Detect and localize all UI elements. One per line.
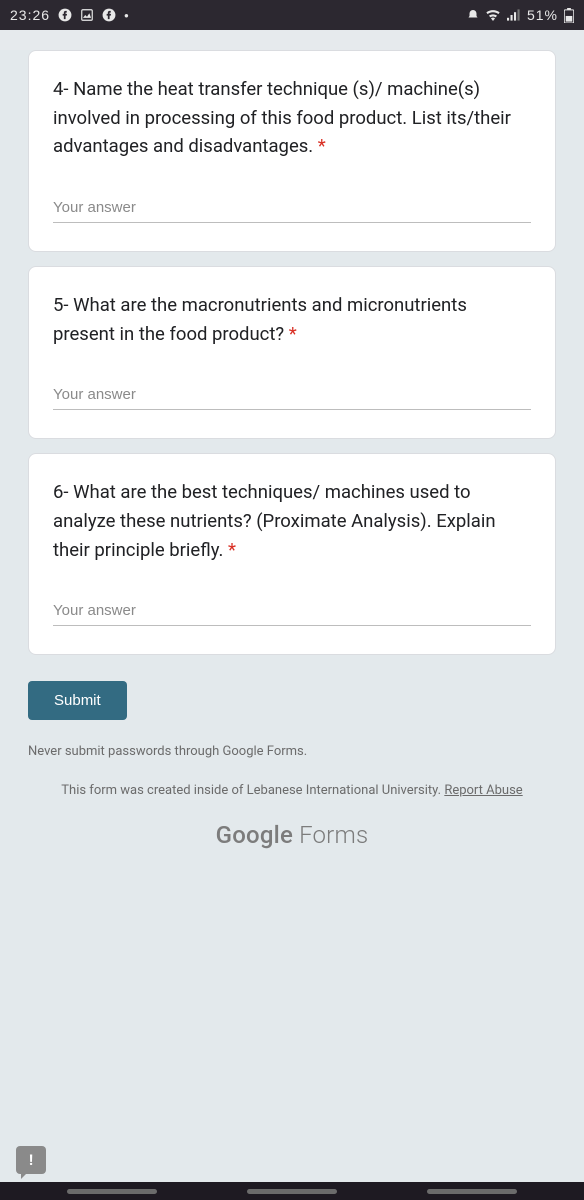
question-card-4: 4- Name the heat transfer technique (s)/… (28, 50, 556, 252)
signal-icon (507, 9, 521, 21)
nav-back[interactable] (427, 1189, 517, 1194)
status-right: 51% (467, 7, 574, 23)
answer-line (53, 195, 531, 223)
brand-google: Google (216, 821, 293, 849)
question-text: 6- What are the best techniques/ machine… (53, 478, 531, 564)
clock-text: 23:26 (10, 7, 50, 23)
facebook-icon (58, 8, 72, 22)
answer-input[interactable] (53, 382, 531, 410)
org-notice: This form was created inside of Lebanese… (28, 781, 556, 801)
required-marker: * (223, 539, 236, 561)
nav-recent[interactable] (67, 1189, 157, 1194)
report-abuse-link[interactable]: Report Abuse (444, 783, 522, 798)
required-marker: * (313, 135, 326, 157)
brand-forms: Forms (293, 821, 368, 849)
submit-button[interactable]: Submit (28, 681, 127, 720)
answer-input[interactable] (53, 195, 531, 223)
exclaim-icon: ! (29, 1151, 33, 1169)
question-label: 5- What are the macronutrients and micro… (53, 294, 467, 345)
feedback-button[interactable]: ! (16, 1146, 46, 1174)
gallery-icon (80, 8, 94, 22)
dot-icon: ● (124, 11, 129, 20)
android-nav-bar (0, 1182, 584, 1200)
status-bar: 23:26 ● 51% (0, 0, 584, 30)
org-notice-text: This form was created inside of Lebanese… (61, 783, 444, 798)
facebook-icon-2 (102, 8, 116, 22)
google-forms-brand[interactable]: Google Forms (28, 821, 556, 849)
submit-row: Submit (28, 681, 556, 720)
required-marker: * (284, 323, 297, 345)
answer-line (53, 382, 531, 410)
question-label: 6- What are the best techniques/ machine… (53, 481, 496, 560)
battery-text: 51% (527, 7, 558, 23)
question-text: 5- What are the macronutrients and micro… (53, 291, 531, 348)
question-card-5: 5- What are the macronutrients and micro… (28, 266, 556, 439)
password-warning: Never submit passwords through Google Fo… (28, 744, 556, 759)
alarm-icon (467, 9, 479, 21)
answer-line (53, 598, 531, 626)
question-card-6: 6- What are the best techniques/ machine… (28, 453, 556, 655)
question-label: 4- Name the heat transfer technique (s)/… (53, 78, 511, 157)
status-left: 23:26 ● (10, 7, 129, 23)
nav-home[interactable] (247, 1189, 337, 1194)
wifi-icon (485, 9, 501, 21)
question-text: 4- Name the heat transfer technique (s)/… (53, 75, 531, 161)
answer-input[interactable] (53, 598, 531, 626)
form-body: 4- Name the heat transfer technique (s)/… (0, 50, 584, 1200)
battery-icon (564, 8, 574, 23)
